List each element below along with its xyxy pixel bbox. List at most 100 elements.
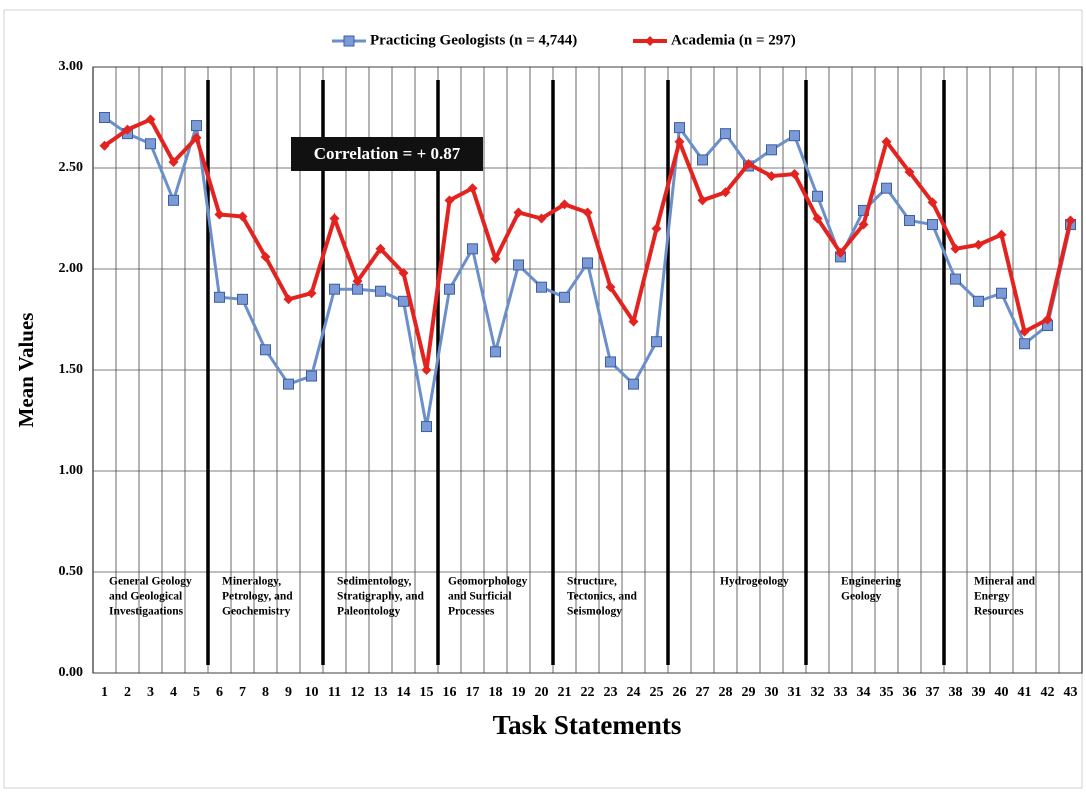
marker: [1019, 338, 1030, 350]
group-label: Tectonics, and: [567, 591, 637, 603]
marker: [651, 336, 662, 348]
y-tick-label: 2.50: [59, 160, 84, 175]
marker: [904, 215, 915, 227]
marker: [674, 122, 685, 134]
marker: [697, 154, 708, 166]
series-line: [103, 116, 1073, 371]
y-tick-label: 1.50: [59, 362, 84, 377]
x-axis-title: Task Statements: [493, 710, 682, 740]
marker: [927, 197, 938, 208]
marker: [490, 346, 501, 358]
marker: [214, 209, 225, 220]
x-tick-label: 7: [239, 685, 246, 700]
marker: [628, 316, 639, 327]
x-tick-label: 16: [443, 685, 457, 700]
y-tick-label: 1.00: [59, 463, 84, 478]
marker: [398, 295, 409, 307]
x-tick-label: 18: [489, 685, 503, 700]
marker: [835, 247, 846, 258]
group-label: and Geological: [109, 591, 182, 603]
x-tick-label: 26: [673, 685, 687, 700]
marker: [950, 243, 961, 254]
x-tick-label: 21: [558, 685, 572, 700]
marker: [605, 356, 616, 368]
y-tick-label: 0.00: [59, 665, 84, 680]
marker: [260, 344, 271, 356]
legend-label: Practicing Geologists (n = 4,744): [370, 32, 577, 48]
marker: [904, 167, 915, 178]
marker: [352, 276, 363, 287]
marker: [191, 120, 202, 132]
marker: [651, 223, 662, 234]
x-tick-label: 42: [1041, 685, 1055, 700]
group-label: Paleontology: [337, 606, 400, 618]
annotation: Correlation = + 0.87: [314, 144, 461, 163]
marker: [329, 283, 340, 295]
x-tick-label: 5: [193, 685, 200, 700]
marker: [1042, 314, 1053, 325]
marker: [720, 187, 731, 198]
x-tick-label: 35: [880, 685, 894, 700]
marker: [927, 219, 938, 231]
marker: [789, 130, 800, 142]
group-label: Investigaations: [109, 606, 184, 618]
marker: [467, 183, 478, 194]
y-axis-title: Mean Values: [14, 313, 38, 428]
series-line: [103, 116, 1072, 427]
marker: [881, 136, 892, 147]
y-tick-label: 0.50: [59, 564, 84, 579]
marker: [973, 239, 984, 250]
marker: [628, 378, 639, 390]
marker: [536, 281, 547, 293]
frame: [3, 9, 1083, 789]
marker: [812, 213, 823, 224]
marker: [306, 370, 317, 382]
marker: [996, 287, 1007, 299]
x-tick-label: 15: [420, 685, 434, 700]
group-label: Stratigraphy, and: [337, 591, 425, 603]
x-tick-label: 20: [535, 685, 549, 700]
annotation-box: [291, 137, 483, 171]
marker: [306, 288, 317, 299]
x-tick-label: 6: [216, 685, 223, 700]
group-label: Geology: [841, 591, 881, 603]
x-tick-label: 14: [397, 685, 411, 700]
x-tick-label: 34: [857, 685, 871, 700]
x-tick-label: 43: [1064, 685, 1078, 700]
group-label: Geomorphology: [448, 576, 527, 588]
legend-label: Academia (n = 297): [671, 32, 796, 48]
marker: [145, 138, 156, 150]
group-label: Mineral and: [974, 576, 1036, 588]
marker: [858, 219, 869, 230]
group-label: Engineering: [841, 576, 901, 588]
marker: [398, 268, 409, 279]
x-tick-label: 36: [903, 685, 917, 700]
marker: [559, 291, 570, 303]
marker: [766, 171, 777, 182]
marker: [191, 132, 202, 143]
marker: [950, 273, 961, 285]
marker: [490, 253, 501, 264]
marker: [789, 169, 800, 180]
marker: [237, 293, 248, 305]
x-tick-label: 22: [581, 685, 595, 700]
group-label: Petrology, and: [222, 591, 293, 603]
x-tick-label: 23: [604, 685, 618, 700]
x-tick-label: 40: [995, 685, 1009, 700]
marker: [536, 213, 547, 224]
group-label: Energy: [974, 591, 1010, 603]
marker: [973, 295, 984, 307]
marker: [260, 251, 271, 262]
marker: [444, 283, 455, 295]
marker: [283, 294, 294, 305]
marker: [513, 259, 524, 271]
marker: [444, 195, 455, 206]
marker: [214, 291, 225, 303]
group-label: Mineralogy,: [222, 576, 281, 588]
x-tick-label: 4: [170, 685, 177, 700]
marker: [122, 124, 133, 135]
marker: [766, 144, 777, 156]
marker: [421, 421, 432, 433]
y-tick-label: 3.00: [59, 59, 84, 74]
x-tick-label: 32: [811, 685, 825, 700]
